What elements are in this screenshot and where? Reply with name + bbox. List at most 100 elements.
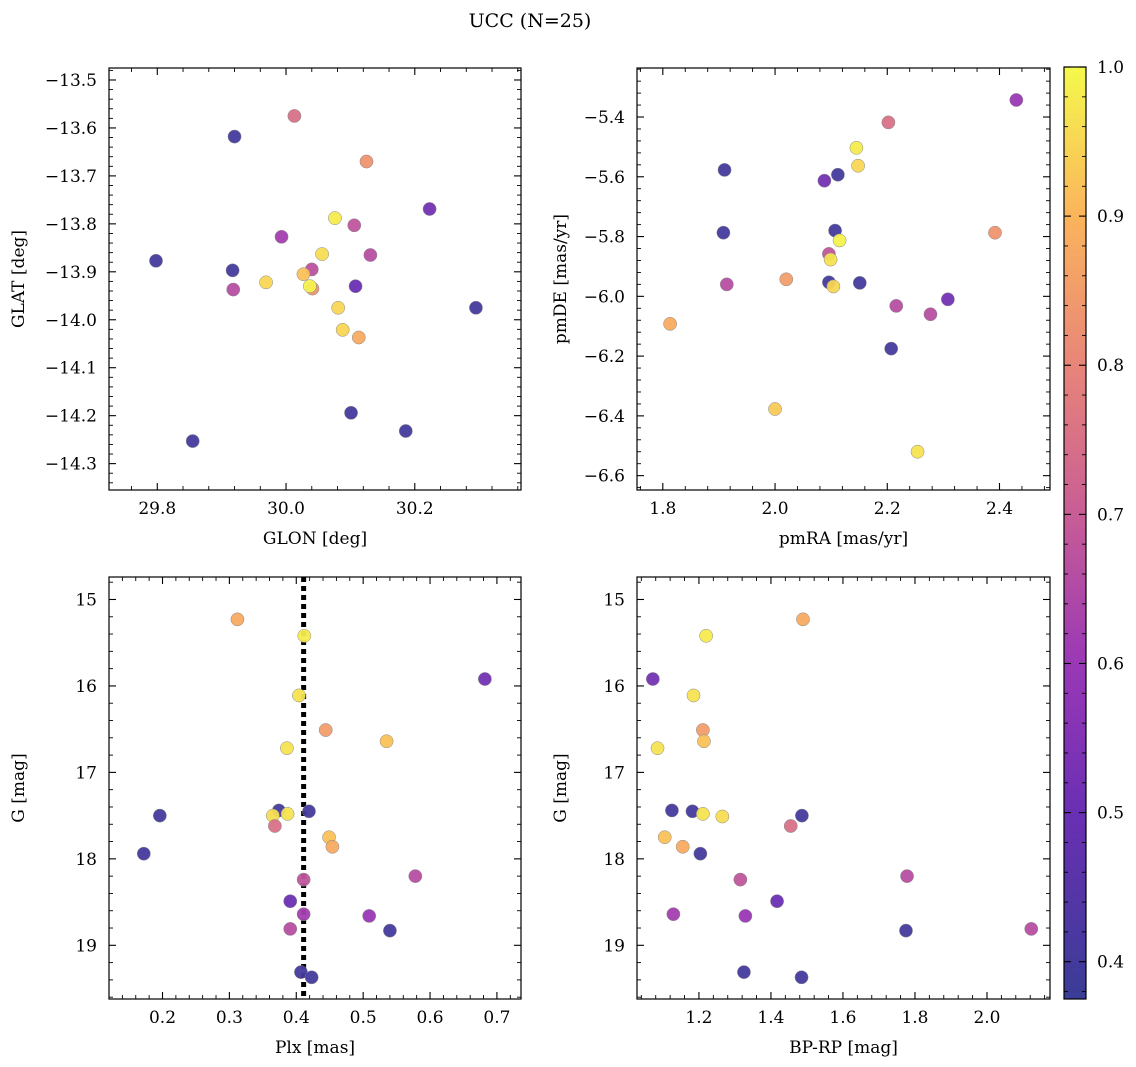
scatter-point — [675, 839, 690, 854]
scatter-point — [283, 922, 298, 936]
x-tick-label: 30.2 — [396, 499, 434, 519]
scatter-point — [379, 734, 394, 749]
x-tick-label: 0.5 — [350, 1008, 377, 1028]
colorbar-frame — [1063, 66, 1087, 1000]
y-tick-label: −5.4 — [584, 108, 625, 128]
y-tick-label: −5.8 — [584, 228, 625, 248]
colorbar-tick-label: 1.0 — [1097, 58, 1124, 78]
scatter-point — [849, 140, 864, 155]
y-tick-label: 19 — [75, 936, 97, 956]
panel-sky: 29.8 30.0 30.2 −14.3 −14.2 −14.1 −14.0 −13.9 −13… — [9, 67, 522, 549]
scatter-point — [362, 909, 377, 923]
scatter-point — [699, 628, 713, 643]
scatter-point — [941, 292, 955, 307]
scatter-point — [318, 723, 333, 737]
scatter-point — [988, 225, 1002, 240]
scatter-point — [693, 846, 708, 861]
colorbar-tick-label: 0.8 — [1097, 356, 1124, 376]
x-tick-label: 0.2 — [149, 1008, 176, 1028]
x-axis-label: BP-RP [mag] — [789, 1038, 898, 1058]
y-tick-label: −14.0 — [45, 311, 97, 331]
scatter-point — [923, 307, 938, 322]
scatter-point — [296, 872, 311, 887]
scatter-point — [899, 923, 913, 938]
scatter-point — [303, 279, 317, 294]
colorbar: 0.4 0.5 0.6 0.7 0.8 0.9 1.0 — [1063, 58, 1124, 1000]
x-tick-label: 1.4 — [757, 1008, 784, 1028]
colorbar-tick-label: 0.9 — [1097, 207, 1124, 227]
scatter-point — [280, 741, 294, 756]
axes-frame — [636, 67, 1051, 491]
x-tick-label: 2.2 — [874, 499, 901, 519]
y-tick-label: 18 — [603, 850, 625, 870]
x-tick-label: 0.4 — [283, 1008, 310, 1028]
scatter-point — [884, 341, 899, 356]
panel-cmd: 1.2 1.4 1.6 1.8 2.0 15 16 17 18 19 BP-RP [mag] G [m… — [551, 576, 1051, 1058]
scatter-point — [817, 173, 832, 188]
x-tick-label: 0.7 — [483, 1008, 510, 1028]
y-tick-label: −6.6 — [584, 467, 625, 487]
axes-frame — [636, 576, 1051, 1000]
x-tick-label: 2.4 — [986, 499, 1013, 519]
scatter-point — [737, 965, 751, 979]
x-tick-label: 30.0 — [267, 499, 305, 519]
scatter-point — [283, 894, 298, 909]
scatter-point — [469, 300, 483, 315]
y-tick-label: 17 — [75, 763, 97, 783]
x-axis-label: GLON [deg] — [263, 529, 367, 549]
x-tick-label: 2.0 — [762, 499, 789, 519]
scatter-point — [274, 229, 289, 244]
x-tick-label: 2.0 — [973, 1008, 1000, 1028]
scatter-point — [185, 434, 200, 448]
scatter-point — [226, 282, 241, 297]
scatter-point — [889, 299, 904, 313]
x-tick-label: 29.8 — [138, 499, 176, 519]
y-tick-label: −13.5 — [45, 71, 97, 91]
scatter-point — [663, 316, 677, 331]
x-tick-label: 1.6 — [829, 1008, 856, 1028]
scatter-point — [645, 672, 660, 686]
scatter-point — [686, 688, 701, 703]
y-tick-label: 17 — [603, 763, 625, 783]
x-tick-label: 1.2 — [685, 1008, 712, 1028]
scatter-point — [852, 276, 867, 290]
scatter-point — [779, 272, 794, 287]
y-tick-label: −14.2 — [45, 407, 97, 427]
colorbar-tick-label: 0.6 — [1097, 654, 1124, 674]
scatter-point — [335, 322, 350, 337]
scatter-point — [292, 688, 306, 703]
y-tick-label: −5.6 — [584, 168, 625, 188]
x-tick-label: 1.8 — [649, 499, 676, 519]
scatter-point — [230, 612, 245, 627]
scatter-point — [717, 163, 732, 177]
scatter-point — [697, 734, 711, 749]
y-tick-label: −6.0 — [584, 287, 625, 307]
colorbar-tick-label: 0.7 — [1097, 505, 1124, 525]
scatter-point — [832, 233, 847, 248]
scatter-point — [296, 907, 311, 922]
scatter-point — [478, 672, 492, 686]
scatter-point — [259, 275, 273, 290]
y-tick-label: −14.1 — [45, 359, 97, 379]
scatter-point — [881, 115, 896, 130]
y-tick-label: −13.9 — [45, 263, 97, 283]
scatter-point — [331, 300, 346, 315]
scatter-point — [650, 741, 665, 756]
scatter-point — [770, 894, 784, 909]
axes-frame — [108, 576, 522, 1000]
scatter-point — [900, 869, 914, 883]
scatter-point — [149, 253, 163, 268]
scatter-point — [347, 218, 362, 233]
scatter-point — [715, 809, 730, 824]
scatter-point — [823, 252, 838, 267]
y-tick-label: −13.6 — [45, 119, 97, 139]
y-tick-label: −6.4 — [584, 407, 625, 427]
scatter-point — [268, 819, 282, 833]
scatter-point — [344, 405, 358, 420]
y-axis-label: G [mag] — [9, 753, 29, 822]
scatter-point — [910, 444, 925, 459]
scatter-point — [280, 807, 295, 821]
scatter-point — [328, 211, 342, 225]
scatter-point — [225, 263, 240, 278]
